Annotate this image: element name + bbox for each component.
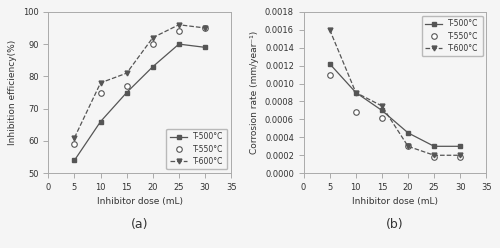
X-axis label: Inhibitor dose (mL): Inhibitor dose (mL) — [352, 197, 438, 207]
Legend: T-500°C, T-550°C, T-600°C: T-500°C, T-550°C, T-600°C — [166, 129, 228, 169]
Legend: T-500°C, T-550°C, T-600°C: T-500°C, T-550°C, T-600°C — [422, 16, 482, 56]
Text: (a): (a) — [131, 218, 148, 231]
Y-axis label: Corrosion rate (mm/year⁻¹): Corrosion rate (mm/year⁻¹) — [250, 31, 260, 154]
Text: (b): (b) — [386, 218, 404, 231]
X-axis label: Inhibitor dose (mL): Inhibitor dose (mL) — [96, 197, 182, 207]
Y-axis label: Inhibition efficiency(%): Inhibition efficiency(%) — [8, 40, 18, 145]
